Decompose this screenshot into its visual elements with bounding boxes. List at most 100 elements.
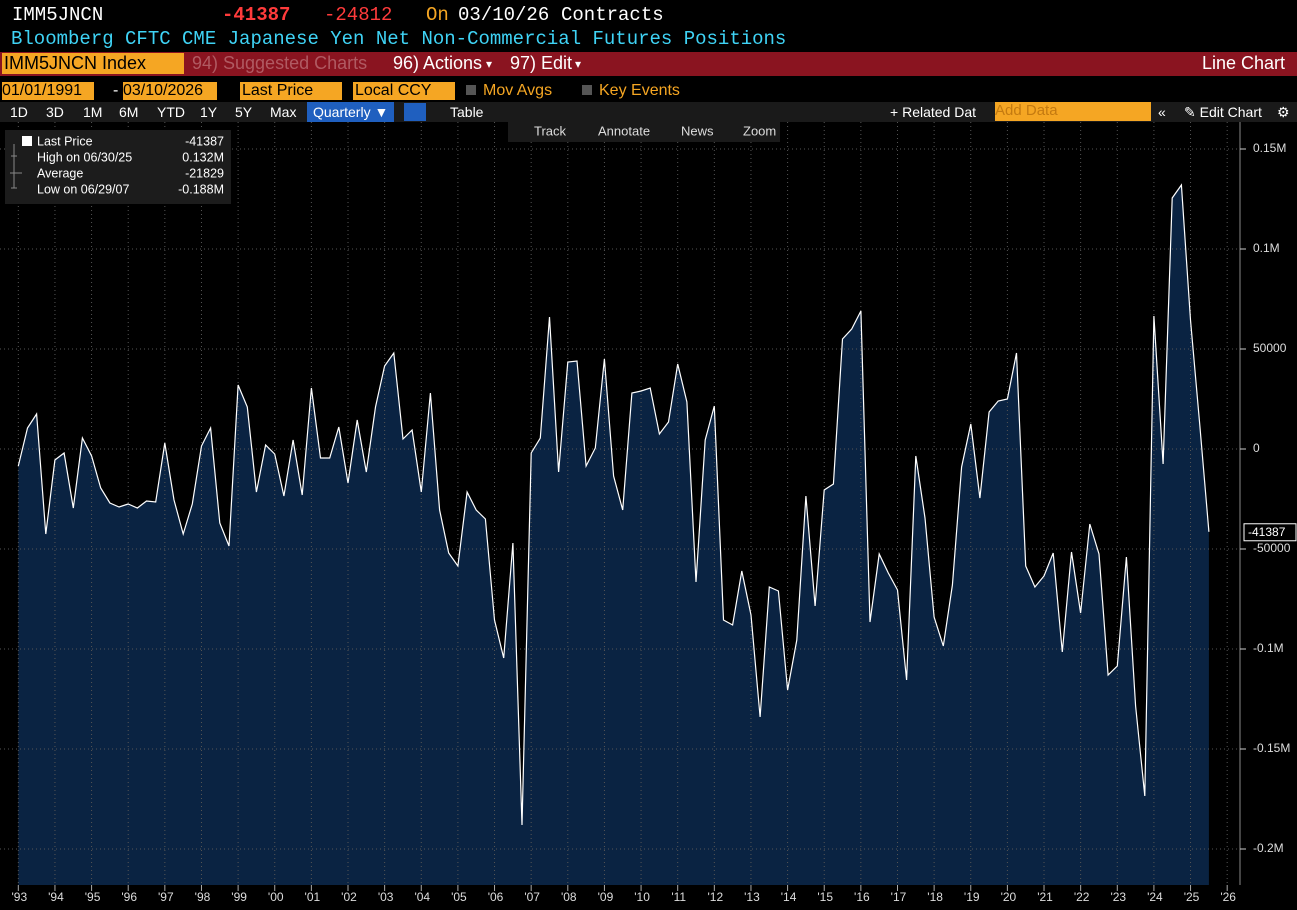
- menu-bar: IMM5JNCN Index 94) Suggested Charts 96) …: [0, 52, 1297, 76]
- end-date[interactable]: 03/10/2026: [123, 82, 217, 100]
- x-tick-label: '96: [121, 890, 137, 904]
- chart-tool[interactable]: News: [681, 123, 714, 138]
- y-tick-label: 50000: [1253, 341, 1287, 355]
- area-fill: [18, 185, 1209, 885]
- x-tick-label: '10: [634, 890, 650, 904]
- x-tick-label: '23: [1110, 890, 1126, 904]
- x-tick-label: '16: [854, 890, 870, 904]
- field-select[interactable]: Last Price: [240, 82, 342, 100]
- x-tick-label: '09: [598, 890, 614, 904]
- x-tick-label: '98: [195, 890, 211, 904]
- legend-label: Average: [37, 166, 83, 180]
- period-button[interactable]: YTD: [157, 104, 185, 120]
- edit-chart[interactable]: Edit Chart: [1199, 104, 1262, 120]
- legend-glyphs: [10, 144, 22, 189]
- x-tick-label: '15: [817, 890, 833, 904]
- legend-swatch: [22, 136, 32, 146]
- legend-label: High on 06/30/25: [37, 150, 132, 164]
- table-button[interactable]: Table: [450, 104, 484, 120]
- chart-tool[interactable]: Annotate: [598, 123, 650, 138]
- period-button[interactable]: 1M: [83, 104, 103, 120]
- x-tick-label: '01: [305, 890, 321, 904]
- x-tick-label: '19: [964, 890, 980, 904]
- x-tick-label: '07: [524, 890, 540, 904]
- x-tick-label: '05: [451, 890, 467, 904]
- y-tick-label: -0.2M: [1253, 841, 1284, 855]
- last-price: -41387: [222, 4, 291, 26]
- header: IMM5JNCN -41387 -24812 On 03/10/26 Contr…: [0, 4, 1297, 28]
- legend-value: -21829: [185, 166, 224, 180]
- change: -24812: [324, 4, 393, 26]
- x-tick-label: '14: [781, 890, 797, 904]
- x-tick-label: '20: [1001, 890, 1017, 904]
- currency-select[interactable]: Local CCY: [353, 82, 455, 100]
- period-button[interactable]: 1Y: [200, 104, 218, 120]
- y-tick-label: 0.1M: [1253, 241, 1280, 255]
- x-tick-label: '21: [1037, 890, 1053, 904]
- mov-avgs[interactable]: Mov Avgs: [483, 82, 553, 99]
- x-tick-label: '24: [1147, 890, 1163, 904]
- x-tick-label: '13: [744, 890, 760, 904]
- period-button[interactable]: 6M: [119, 104, 139, 120]
- period-button[interactable]: 3D: [46, 104, 64, 120]
- start-date[interactable]: 01/01/1991: [2, 82, 94, 100]
- view-type[interactable]: Line Chart: [1201, 53, 1285, 73]
- related-data[interactable]: Related Dat: [902, 104, 977, 120]
- frequency[interactable]: Quarterly ▼: [307, 102, 395, 122]
- y-tick-label: 0.15M: [1253, 141, 1286, 155]
- legend-value: -41387: [185, 134, 224, 148]
- date: 03/10/26: [458, 4, 550, 26]
- chart-tool[interactable]: Track: [534, 123, 567, 138]
- line: [17, 183, 1210, 826]
- x-tick-label: '26: [1220, 890, 1236, 904]
- x-tick-label: '12: [708, 890, 724, 904]
- x-tick-label: '99: [231, 890, 247, 904]
- unit: Contracts: [561, 4, 664, 26]
- security-input[interactable]: IMM5JNCN Index: [2, 53, 184, 74]
- y-tick-label: -0.1M: [1253, 641, 1284, 655]
- chart-tool[interactable]: Zoom: [743, 123, 776, 138]
- x-tick-label: '08: [561, 890, 577, 904]
- add-data[interactable]: Add Data: [995, 102, 1151, 121]
- settings-bar: 01/01/1991 - 03/10/2026 Last Price Local…: [2, 82, 680, 100]
- x-tick-label: '94: [48, 890, 64, 904]
- y-tick-label: -0.15M: [1253, 741, 1290, 755]
- last-price-box: [1243, 523, 1297, 542]
- description: Bloomberg CFTC CME Japanese Yen Net Non-…: [11, 28, 787, 50]
- legend-box: [5, 130, 231, 204]
- x-tick-label: '00: [268, 890, 284, 904]
- ticker: IMM5JNCN: [12, 4, 104, 26]
- x-tick-label: '25: [1184, 890, 1200, 904]
- x-tick-label: '06: [488, 890, 504, 904]
- legend-value: -0.188M: [178, 182, 224, 196]
- x-tick-label: '17: [891, 890, 907, 904]
- legend-label: Low on 06/29/07: [37, 182, 129, 196]
- legend-label: Last Price: [37, 134, 93, 148]
- x-tick-label: '22: [1074, 890, 1090, 904]
- on-label: On: [426, 4, 449, 26]
- key-events[interactable]: Key Events: [599, 82, 680, 99]
- edit-menu[interactable]: 97) Edit: [510, 53, 573, 73]
- period-button[interactable]: Max: [270, 104, 297, 120]
- x-tick-label: '95: [85, 890, 101, 904]
- x-tick-label: '18: [927, 890, 943, 904]
- suggested-charts[interactable]: 94) Suggested Charts: [192, 53, 368, 73]
- x-tick-label: '02: [341, 890, 357, 904]
- tool-bar: [508, 122, 780, 142]
- y-tick-label: -50000: [1253, 541, 1291, 555]
- x-tick-label: '03: [378, 890, 394, 904]
- chart: 0.15M 0.1M 50000 0 -50000 -0.1M -0.15M -0.2M -41…: [0, 122, 1297, 910]
- frequency-label: Quarterly: [313, 104, 371, 120]
- toolbar: Quarterly ▼ Table + Related Dat Add Data…: [0, 102, 1297, 122]
- legend-value: 0.132M: [182, 150, 224, 164]
- last-price-tag: -41387: [1248, 525, 1286, 539]
- x-tick-label: '93: [11, 890, 27, 904]
- x-tick-label: '11: [671, 890, 686, 904]
- period-button[interactable]: 1D: [10, 104, 28, 120]
- y-tick-label: 0: [1253, 441, 1260, 455]
- period-button[interactable]: 5Y: [235, 104, 253, 120]
- actions-menu[interactable]: 96) Actions: [393, 53, 483, 73]
- x-tick-label: '97: [158, 890, 174, 904]
- x-tick-label: '04: [414, 890, 430, 904]
